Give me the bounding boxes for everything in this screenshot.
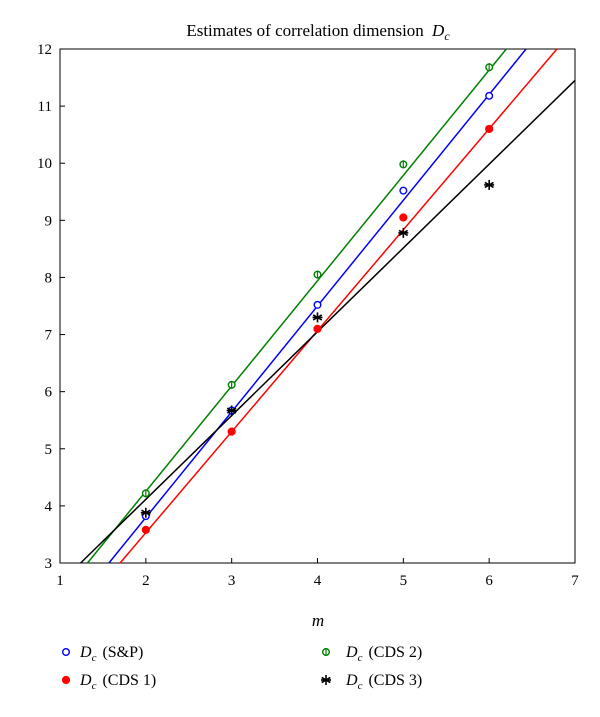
y-tick-label: 7 bbox=[45, 328, 53, 344]
data-point-series-1 bbox=[313, 324, 322, 333]
data-point-series-3 bbox=[226, 405, 237, 416]
legend-marker-2 bbox=[322, 648, 331, 657]
legend-item-1: Dc (CDS 1) bbox=[61, 672, 156, 692]
chart-title-text: Estimates of correlation dimension bbox=[186, 21, 424, 40]
legend-label-0: Dc (S&P) bbox=[79, 644, 143, 664]
x-tick-label: 1 bbox=[56, 573, 64, 589]
data-point-series-2 bbox=[141, 489, 150, 498]
y-axis: 3 4 5 6 7 8 9 10 11 12 bbox=[37, 42, 65, 572]
legend-symbol: D bbox=[79, 672, 92, 689]
legend-name: (CDS 2) bbox=[368, 644, 422, 661]
data-point-series-3 bbox=[312, 312, 323, 323]
legend-item-0: Dc (S&P) bbox=[62, 644, 143, 664]
fit-line-series-1 bbox=[119, 48, 558, 564]
legend-name: (CDS 3) bbox=[368, 672, 422, 689]
legend-label-3: Dc (CDS 3) bbox=[345, 672, 422, 692]
data-point-series-3 bbox=[484, 179, 495, 190]
y-tick-label: 5 bbox=[45, 442, 53, 458]
legend-subscript: c bbox=[358, 680, 363, 692]
chart-title: Estimates of correlation dimension Dc bbox=[186, 21, 450, 43]
y-tick-label: 11 bbox=[38, 99, 52, 115]
x-tick-label: 3 bbox=[228, 573, 236, 589]
x-tick-label: 7 bbox=[571, 573, 579, 589]
y-tick-label: 6 bbox=[45, 385, 53, 401]
y-tick-label: 8 bbox=[45, 270, 53, 286]
fit-line-series-3 bbox=[80, 79, 576, 564]
legend-symbol: D bbox=[79, 644, 92, 661]
legend-name: (CDS 1) bbox=[102, 672, 156, 689]
legend-symbol: D bbox=[345, 672, 358, 689]
x-tick-label: 6 bbox=[485, 573, 493, 589]
data-point-series-1 bbox=[227, 427, 236, 436]
y-tick-label: 3 bbox=[45, 556, 53, 572]
legend-marker-3 bbox=[321, 675, 331, 685]
y-tick-label: 12 bbox=[37, 42, 52, 58]
chart-title-subscript: c bbox=[444, 29, 450, 43]
data-point-series-0 bbox=[313, 300, 322, 309]
data-point-series-1 bbox=[485, 124, 494, 134]
fit-lines bbox=[80, 48, 576, 564]
data-point-series-1 bbox=[141, 525, 150, 534]
legend-item-2: Dc (CDS 2) bbox=[322, 644, 422, 664]
legend: Dc (S&P) Dc (CDS 1) Dc (CDS 2) Dc (CDS 3) bbox=[61, 644, 422, 692]
x-tick-label: 5 bbox=[400, 573, 408, 589]
x-axis-label: m bbox=[312, 611, 324, 630]
legend-subscript: c bbox=[92, 652, 97, 664]
data-point-series-2 bbox=[399, 160, 408, 169]
y-tick-label: 9 bbox=[45, 213, 53, 229]
data-point-series-0 bbox=[485, 91, 494, 100]
legend-marker-0 bbox=[62, 648, 71, 657]
data-point-series-2 bbox=[227, 380, 236, 389]
data-point-series-1 bbox=[399, 213, 408, 222]
legend-item-3: Dc (CDS 3) bbox=[321, 672, 422, 692]
legend-symbol: D bbox=[345, 644, 358, 661]
data-points bbox=[140, 63, 495, 534]
legend-marker-1 bbox=[61, 675, 71, 685]
y-tick-label: 4 bbox=[45, 499, 53, 515]
legend-label-1: Dc (CDS 1) bbox=[79, 672, 156, 692]
x-axis: 1 2 3 4 5 6 7 bbox=[56, 558, 579, 589]
fit-line-series-2 bbox=[86, 48, 507, 564]
chart-title-symbol: D bbox=[431, 21, 445, 40]
legend-subscript: c bbox=[358, 652, 363, 664]
data-point-series-0 bbox=[399, 186, 408, 195]
data-point-series-3 bbox=[398, 227, 409, 238]
data-point-series-2 bbox=[313, 270, 322, 279]
legend-name: (S&P) bbox=[102, 644, 143, 661]
legend-subscript: c bbox=[92, 680, 97, 692]
legend-label-2: Dc (CDS 2) bbox=[345, 644, 422, 664]
data-point-series-2 bbox=[485, 63, 494, 72]
y-tick-label: 10 bbox=[37, 156, 52, 172]
data-point-series-3 bbox=[140, 507, 151, 518]
x-tick-label: 4 bbox=[314, 573, 322, 589]
x-tick-label: 2 bbox=[142, 573, 150, 589]
